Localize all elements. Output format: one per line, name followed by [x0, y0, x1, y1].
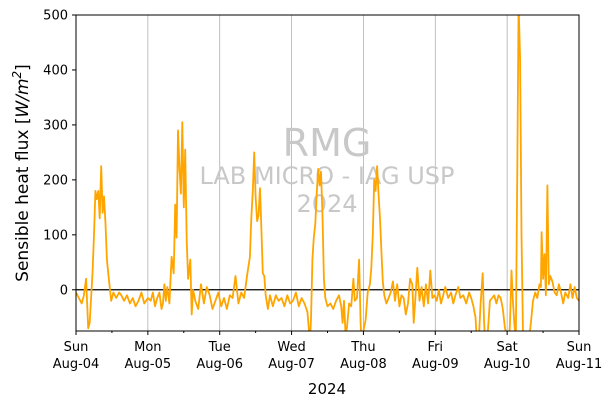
x-tick-day: Fri — [428, 340, 444, 355]
x-tick-label: Sat Aug-10 — [484, 340, 531, 372]
y-tick-label: 300 — [43, 118, 68, 133]
x-tick-label: Sun Aug-11 — [556, 340, 603, 372]
plot-area — [76, 15, 579, 331]
x-tick-label: Sun Aug-04 — [53, 340, 100, 372]
x-tick-day: Thu — [350, 340, 375, 355]
watermark-line-1: RMG — [283, 121, 372, 165]
x-tick-date: Aug-06 — [196, 357, 243, 372]
watermark-line-3: 2024 — [296, 190, 357, 218]
x-tick-day: Mon — [134, 340, 161, 355]
y-axis-label-exponent: 2 — [10, 71, 24, 79]
y-axis-label-prefix: Sensible heat flux [ — [13, 118, 33, 282]
y-tick-label: 100 — [43, 228, 68, 243]
watermark: RMG LAB MICRO - IAG USP 2024 — [199, 121, 454, 218]
x-tick-day: Wed — [277, 340, 305, 355]
watermark-line-2: LAB MICRO - IAG USP — [199, 162, 454, 190]
y-axis-label: Sensible heat flux [W/m2] — [10, 64, 33, 282]
x-tick-label: Thu Aug-08 — [340, 340, 387, 372]
flux-series-line — [76, 15, 579, 331]
x-tick-label: Mon Aug-05 — [125, 340, 172, 372]
y-tick-label: 0 — [60, 283, 68, 298]
y-tick-label: 500 — [43, 9, 68, 24]
x-tick-date: Aug-08 — [340, 357, 387, 372]
x-axis-ticks: Sun Aug-04 Mon Aug-05 Tue Aug-06 Wed Aug-07 Thu A… — [53, 331, 603, 372]
x-tick-date: Aug-11 — [556, 357, 603, 372]
x-tick-date: Aug-07 — [268, 357, 315, 372]
x-tick-day: Sat — [496, 340, 517, 355]
vertical-gridlines — [147, 15, 508, 331]
x-axis-label: 2024 — [308, 380, 346, 398]
x-tick-day: Sun — [64, 340, 89, 355]
y-axis-label-suffix: ] — [13, 64, 33, 71]
y-axis-label-unit: W/m — [13, 78, 33, 117]
x-tick-day: Sun — [567, 340, 592, 355]
x-tick-label: Wed Aug-07 — [268, 340, 315, 372]
x-tick-date: Aug-05 — [125, 357, 172, 372]
x-tick-day: Tue — [208, 340, 231, 355]
x-tick-date: Aug-04 — [53, 357, 100, 372]
x-tick-label: Tue Aug-06 — [196, 340, 243, 372]
y-tick-label: 200 — [43, 173, 68, 188]
x-tick-date: Aug-10 — [484, 357, 531, 372]
y-axis-ticks: 0 100 200 300 400 500 — [43, 9, 76, 298]
x-tick-label: Fri Aug-09 — [412, 340, 459, 372]
y-tick-label: 400 — [43, 63, 68, 78]
x-tick-date: Aug-09 — [412, 357, 459, 372]
